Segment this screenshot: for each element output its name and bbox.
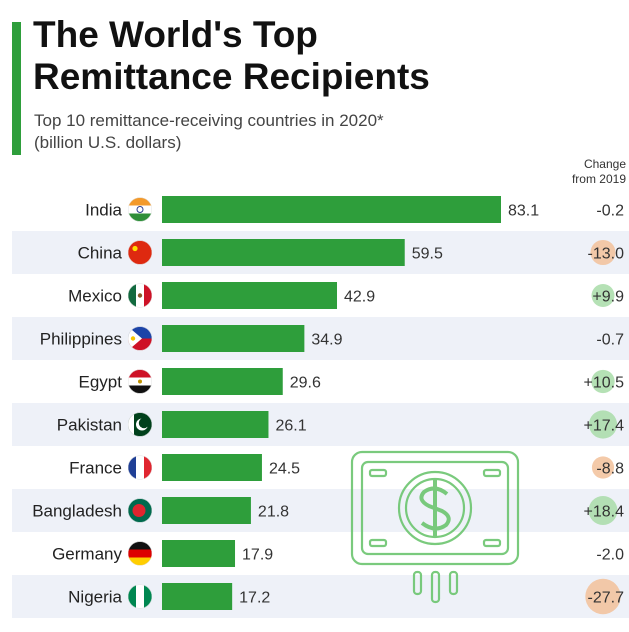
bill-slot <box>412 570 423 596</box>
china-flag-icon <box>128 240 152 265</box>
bill-dash <box>482 538 502 548</box>
france-flag-icon <box>128 455 152 480</box>
dollar-sign <box>419 480 451 537</box>
row-stripe <box>12 317 629 360</box>
country-label: Pakistan <box>57 416 122 435</box>
country-label: Germany <box>52 545 122 564</box>
bar <box>162 540 236 567</box>
change-bubble <box>585 578 621 615</box>
change-column-header: Change from 2019 <box>552 157 626 187</box>
change-header-line-1: Change <box>583 157 626 171</box>
bar <box>162 411 269 438</box>
country-label: Egypt <box>79 373 123 392</box>
change-label: +18.4 <box>584 504 625 521</box>
change-label: -8.8 <box>596 461 624 478</box>
bill-dash <box>482 468 502 478</box>
value-label: 34.9 <box>311 332 342 349</box>
row-stripe <box>12 489 629 532</box>
value-label: 26.1 <box>275 418 306 435</box>
change-label: +10.5 <box>584 375 625 392</box>
change-label: -0.7 <box>596 332 624 349</box>
value-label: 42.9 <box>344 289 375 306</box>
subtitle-line-2: (billion U.S. dollars) <box>34 133 182 152</box>
change-bubble <box>591 284 615 307</box>
country-label: Mexico <box>68 287 122 306</box>
value-label: 17.2 <box>239 590 270 607</box>
country-label: Nigeria <box>68 588 122 607</box>
subtitle-line-1: Top 10 remittance-receiving countries in… <box>34 111 384 130</box>
coin-circle <box>397 470 473 546</box>
bar <box>162 239 405 266</box>
bill-slot <box>430 570 441 604</box>
row-stripe <box>12 575 629 618</box>
change-bubble <box>588 410 618 439</box>
bar <box>162 454 262 481</box>
country-label: India <box>85 201 122 220</box>
title-line-2: Remittance Recipients <box>33 56 430 97</box>
chart-subtitle: Top 10 remittance-receiving countries in… <box>34 110 534 154</box>
change-bubble <box>590 239 616 266</box>
value-label: 17.9 <box>242 547 273 564</box>
value-label: 21.8 <box>258 504 289 521</box>
change-label: +17.4 <box>584 418 625 435</box>
bill-slot <box>448 570 459 596</box>
country-label: France <box>69 459 122 478</box>
change-label: -27.7 <box>588 590 625 607</box>
value-label: 24.5 <box>269 461 300 478</box>
bar <box>162 368 283 395</box>
change-header-line-2: from 2019 <box>571 172 626 186</box>
value-label: 59.5 <box>412 246 443 263</box>
mexico-flag-icon <box>128 283 152 308</box>
chart-title: The World's Top Remittance Recipients <box>33 14 593 98</box>
bar <box>162 325 305 352</box>
pakistan-flag-icon <box>128 412 152 437</box>
bar <box>162 196 501 223</box>
egypt-flag-icon <box>128 369 152 394</box>
change-label: -13.0 <box>588 246 625 263</box>
money-bill-dollar-icon <box>350 450 520 604</box>
germany-flag-icon <box>128 541 152 566</box>
bar <box>162 583 233 610</box>
change-label: +9.9 <box>592 289 624 306</box>
bill-dash <box>368 538 388 548</box>
change-bubble <box>588 496 618 525</box>
bar <box>162 282 338 309</box>
change-label: -0.2 <box>596 203 624 220</box>
bill-outline <box>350 450 520 566</box>
bill-dash <box>368 468 388 478</box>
bill-inner-outline <box>360 460 510 556</box>
country-label: Philippines <box>40 330 122 349</box>
change-label: -2.0 <box>596 547 624 564</box>
philippines-flag-icon <box>128 326 152 351</box>
bangladesh-flag-icon <box>128 498 152 523</box>
change-bubble <box>591 456 615 479</box>
country-label: Bangladesh <box>32 502 122 521</box>
bar <box>162 497 251 524</box>
row-stripe <box>12 403 629 446</box>
country-label: China <box>78 244 123 263</box>
change-bubble <box>591 369 615 394</box>
footer-strip <box>0 626 629 632</box>
nigeria-flag-icon <box>128 584 152 609</box>
value-label: 83.1 <box>508 203 539 220</box>
value-label: 29.6 <box>290 375 321 392</box>
title-line-1: The World's Top <box>33 14 318 55</box>
accent-bar <box>12 22 21 155</box>
india-flag-icon <box>128 197 152 222</box>
